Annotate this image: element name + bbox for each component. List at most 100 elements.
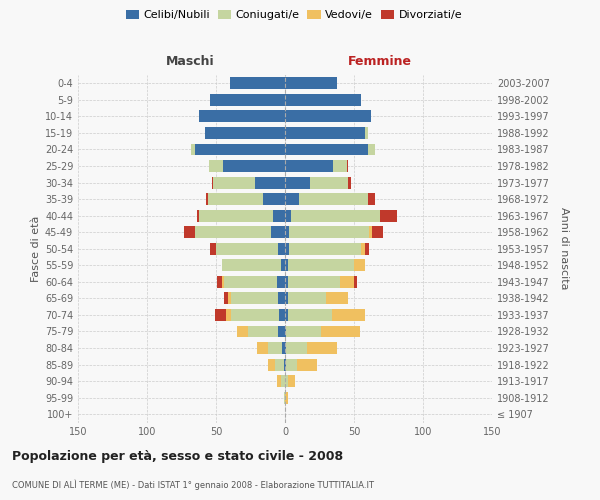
Bar — [285, 110, 371, 122]
Bar — [211, 243, 216, 254]
Bar — [223, 160, 285, 172]
Bar — [285, 358, 286, 370]
Bar — [285, 375, 288, 387]
Bar — [365, 243, 369, 254]
Bar — [229, 292, 231, 304]
Bar — [290, 210, 380, 222]
Bar — [347, 160, 349, 172]
Bar — [354, 276, 357, 288]
Bar — [257, 342, 268, 354]
Bar — [221, 260, 281, 272]
Text: COMUNE DI ALÌ TERME (ME) - Dati ISTAT 1° gennaio 2008 - Elaborazione TUTTITALIA.: COMUNE DI ALÌ TERME (ME) - Dati ISTAT 1°… — [12, 480, 374, 490]
Bar — [278, 326, 285, 338]
Bar — [213, 176, 254, 188]
Bar — [354, 260, 365, 272]
Bar — [368, 193, 374, 205]
Bar — [368, 144, 374, 156]
Bar — [369, 226, 372, 238]
Bar — [224, 276, 277, 288]
Bar — [237, 326, 248, 338]
Bar — [286, 342, 307, 354]
Bar — [285, 342, 286, 354]
Bar — [281, 375, 285, 387]
Bar — [212, 176, 213, 188]
Bar — [285, 193, 299, 205]
Bar — [216, 243, 278, 254]
Y-axis label: Anni di nascita: Anni di nascita — [559, 208, 569, 290]
Bar — [285, 309, 288, 321]
Bar — [285, 94, 361, 106]
Bar — [288, 260, 354, 272]
Bar — [299, 193, 368, 205]
Legend: Celibi/Nubili, Coniugati/e, Vedovi/e, Divorziati/e: Celibi/Nubili, Coniugati/e, Vedovi/e, Di… — [121, 6, 467, 25]
Bar — [285, 210, 290, 222]
Bar — [365, 127, 368, 139]
Bar — [285, 78, 337, 89]
Bar — [298, 358, 317, 370]
Bar — [310, 176, 349, 188]
Bar — [278, 243, 285, 254]
Bar — [284, 392, 285, 404]
Bar — [226, 309, 231, 321]
Bar — [285, 276, 288, 288]
Bar — [285, 243, 289, 254]
Bar — [196, 226, 271, 238]
Bar — [191, 144, 196, 156]
Bar — [206, 193, 208, 205]
Bar — [275, 358, 284, 370]
Bar — [361, 243, 365, 254]
Text: Popolazione per età, sesso e stato civile - 2008: Popolazione per età, sesso e stato civil… — [12, 450, 343, 463]
Bar — [284, 358, 285, 370]
Bar — [199, 210, 272, 222]
Bar — [285, 127, 365, 139]
Bar — [230, 78, 285, 89]
Bar — [268, 358, 275, 370]
Bar — [221, 276, 224, 288]
Bar — [326, 292, 349, 304]
Bar — [285, 326, 286, 338]
Bar — [217, 276, 221, 288]
Bar — [286, 326, 321, 338]
Y-axis label: Fasce di età: Fasce di età — [31, 216, 41, 282]
Bar — [208, 193, 263, 205]
Bar — [248, 326, 278, 338]
Bar — [334, 160, 347, 172]
Bar — [199, 110, 285, 122]
Bar — [332, 309, 365, 321]
Bar — [272, 210, 285, 222]
Bar — [380, 210, 397, 222]
Bar — [281, 260, 285, 272]
Bar — [205, 127, 285, 139]
Bar — [288, 276, 340, 288]
Bar — [286, 358, 298, 370]
Bar — [280, 309, 285, 321]
Bar — [184, 226, 196, 238]
Bar — [285, 226, 289, 238]
Bar — [209, 160, 223, 172]
Bar — [340, 276, 354, 288]
Bar — [254, 176, 285, 188]
Bar — [285, 144, 368, 156]
Bar — [289, 243, 361, 254]
Bar — [231, 292, 278, 304]
Bar — [263, 193, 285, 205]
Bar — [277, 375, 281, 387]
Bar — [285, 260, 288, 272]
Bar — [372, 226, 383, 238]
Bar — [271, 226, 285, 238]
Bar — [307, 342, 337, 354]
Bar — [289, 226, 369, 238]
Bar — [215, 309, 226, 321]
Bar — [278, 292, 285, 304]
Bar — [285, 392, 288, 404]
Bar — [349, 176, 351, 188]
Bar — [321, 326, 359, 338]
Bar — [288, 309, 332, 321]
Bar — [288, 375, 295, 387]
Bar — [196, 144, 285, 156]
Bar — [282, 342, 285, 354]
Text: Femmine: Femmine — [348, 55, 412, 68]
Bar — [268, 342, 282, 354]
Text: Maschi: Maschi — [166, 55, 214, 68]
Bar — [197, 210, 199, 222]
